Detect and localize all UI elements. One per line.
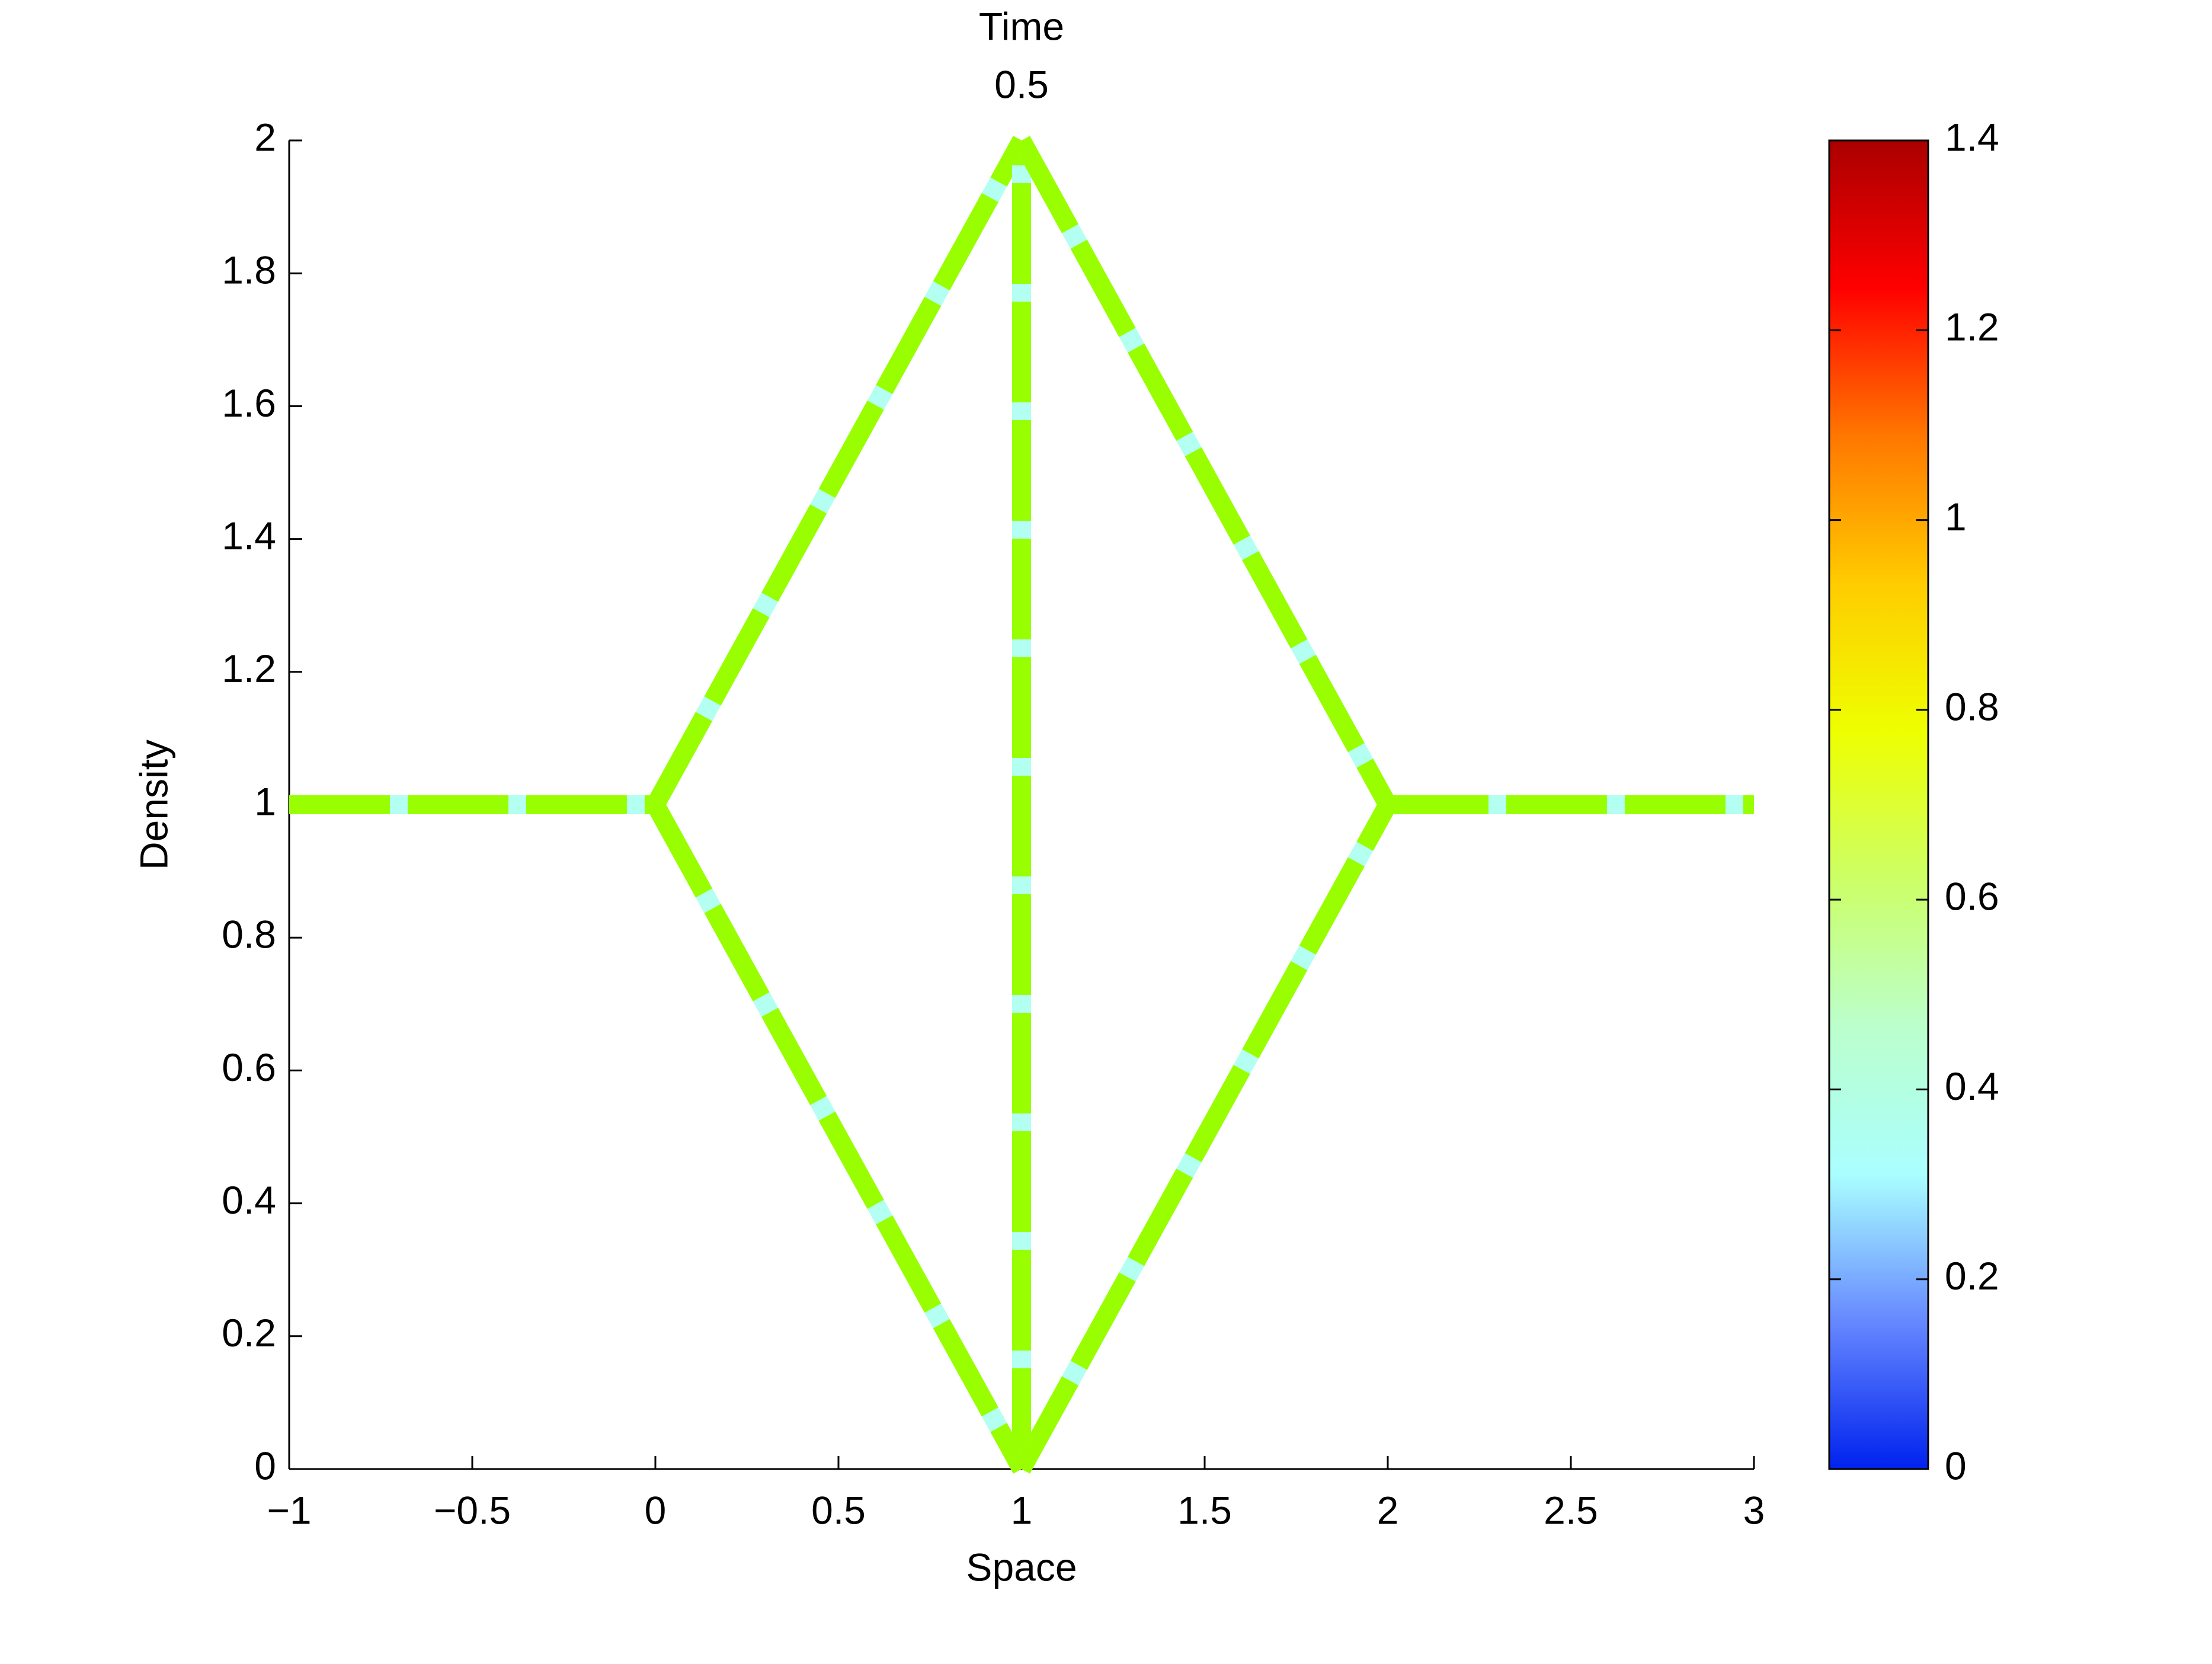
- y-tick-label: 1: [254, 779, 276, 823]
- colorbar-tick-label: 0.2: [1945, 1254, 1999, 1298]
- y-tick-label: 0.6: [222, 1045, 276, 1089]
- colorbar-tick-label: 0.8: [1945, 684, 1999, 728]
- x-axis-label: Space: [966, 1545, 1077, 1589]
- x-tick-label: 2.5: [1544, 1488, 1598, 1532]
- x-tick-label: 1.5: [1177, 1488, 1232, 1532]
- y-tick-label: 2: [254, 115, 276, 159]
- x-tick-label: 0.5: [811, 1488, 866, 1532]
- line: [646, 136, 1030, 809]
- chart-title: Time: [979, 4, 1064, 48]
- x-tick-label: 1: [1011, 1488, 1033, 1532]
- y-tick-label: 0.4: [222, 1178, 276, 1222]
- x-tick-label: 0: [645, 1488, 667, 1532]
- y-tick-label: 0.8: [222, 913, 276, 956]
- line: [646, 800, 1030, 1474]
- colorbar-tick-label: 1.2: [1945, 305, 1999, 349]
- y-tick-label: 1.6: [222, 381, 276, 425]
- colorbar: [1828, 139, 1929, 1470]
- y-tick-label: 1.2: [222, 647, 276, 690]
- x-tick-label: 3: [1743, 1488, 1765, 1532]
- x-tick-label: 2: [1377, 1488, 1399, 1532]
- colorbar-tick-label: 0.4: [1945, 1064, 1999, 1108]
- y-axis-label: Density: [132, 740, 175, 870]
- chart-subtitle: 0.5: [994, 62, 1049, 106]
- colorbar-tick-label: 1.4: [1945, 115, 1999, 159]
- colorbar-tick-label: 0: [1945, 1444, 1967, 1487]
- x-tick-label: −1: [267, 1488, 311, 1532]
- x-tick-label: −0.5: [434, 1488, 511, 1532]
- y-tick-label: 1.4: [222, 514, 276, 558]
- line: [1013, 136, 1397, 809]
- colorbar-tick-label: 0.6: [1945, 875, 1999, 919]
- y-tick-label: 0: [254, 1444, 276, 1487]
- y-tick-label: 1.8: [222, 248, 276, 292]
- line: [1013, 800, 1397, 1474]
- colorbar-tick-label: 1: [1945, 495, 1967, 539]
- y-tick-label: 0.2: [222, 1311, 276, 1355]
